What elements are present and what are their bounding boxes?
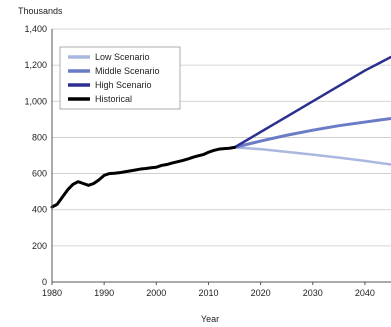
series-line-historical	[50, 145, 237, 209]
y-tick-label: 200	[32, 241, 47, 251]
x-tick-label: 1980	[42, 288, 62, 298]
legend-label: Low Scenario	[95, 52, 150, 62]
series-line-high-scenario	[233, 55, 391, 149]
series-line-low-scenario	[233, 146, 391, 166]
x-tick-label: 2040	[355, 288, 375, 298]
x-tick-labels: 1980 1990 2000 2010 2020 2030 2040	[42, 288, 375, 298]
y-tick-label: 0	[42, 277, 47, 287]
y-tick-labels: 0 200 400 600 800 1,000 1,200 1,400	[24, 24, 47, 287]
series-lines	[50, 55, 391, 209]
y-tick-label: 1,200	[24, 60, 47, 70]
y-tick-label: 1,400	[24, 24, 47, 34]
axes	[51, 29, 391, 285]
legend: Low Scenario Middle Scenario High Scenario…	[59, 46, 181, 110]
x-tick-label: 2010	[198, 288, 218, 298]
y-tick-label: 600	[32, 169, 47, 179]
x-tick-label: 1990	[94, 288, 114, 298]
y-tick-label: 1,000	[24, 96, 47, 106]
y-tick-label: 400	[32, 205, 47, 215]
legend-label: High Scenario	[95, 80, 152, 90]
x-tick-label: 2000	[146, 288, 166, 298]
y-axis-title: Thousands	[18, 6, 63, 16]
x-tick-label: 2030	[303, 288, 323, 298]
legend-label: Middle Scenario	[95, 66, 160, 76]
x-axis-title: Year	[201, 314, 219, 324]
legend-label: Historical	[95, 94, 132, 104]
x-tick-label: 2020	[251, 288, 271, 298]
series-line-middle-scenario	[233, 116, 391, 149]
y-tick-label: 800	[32, 132, 47, 142]
